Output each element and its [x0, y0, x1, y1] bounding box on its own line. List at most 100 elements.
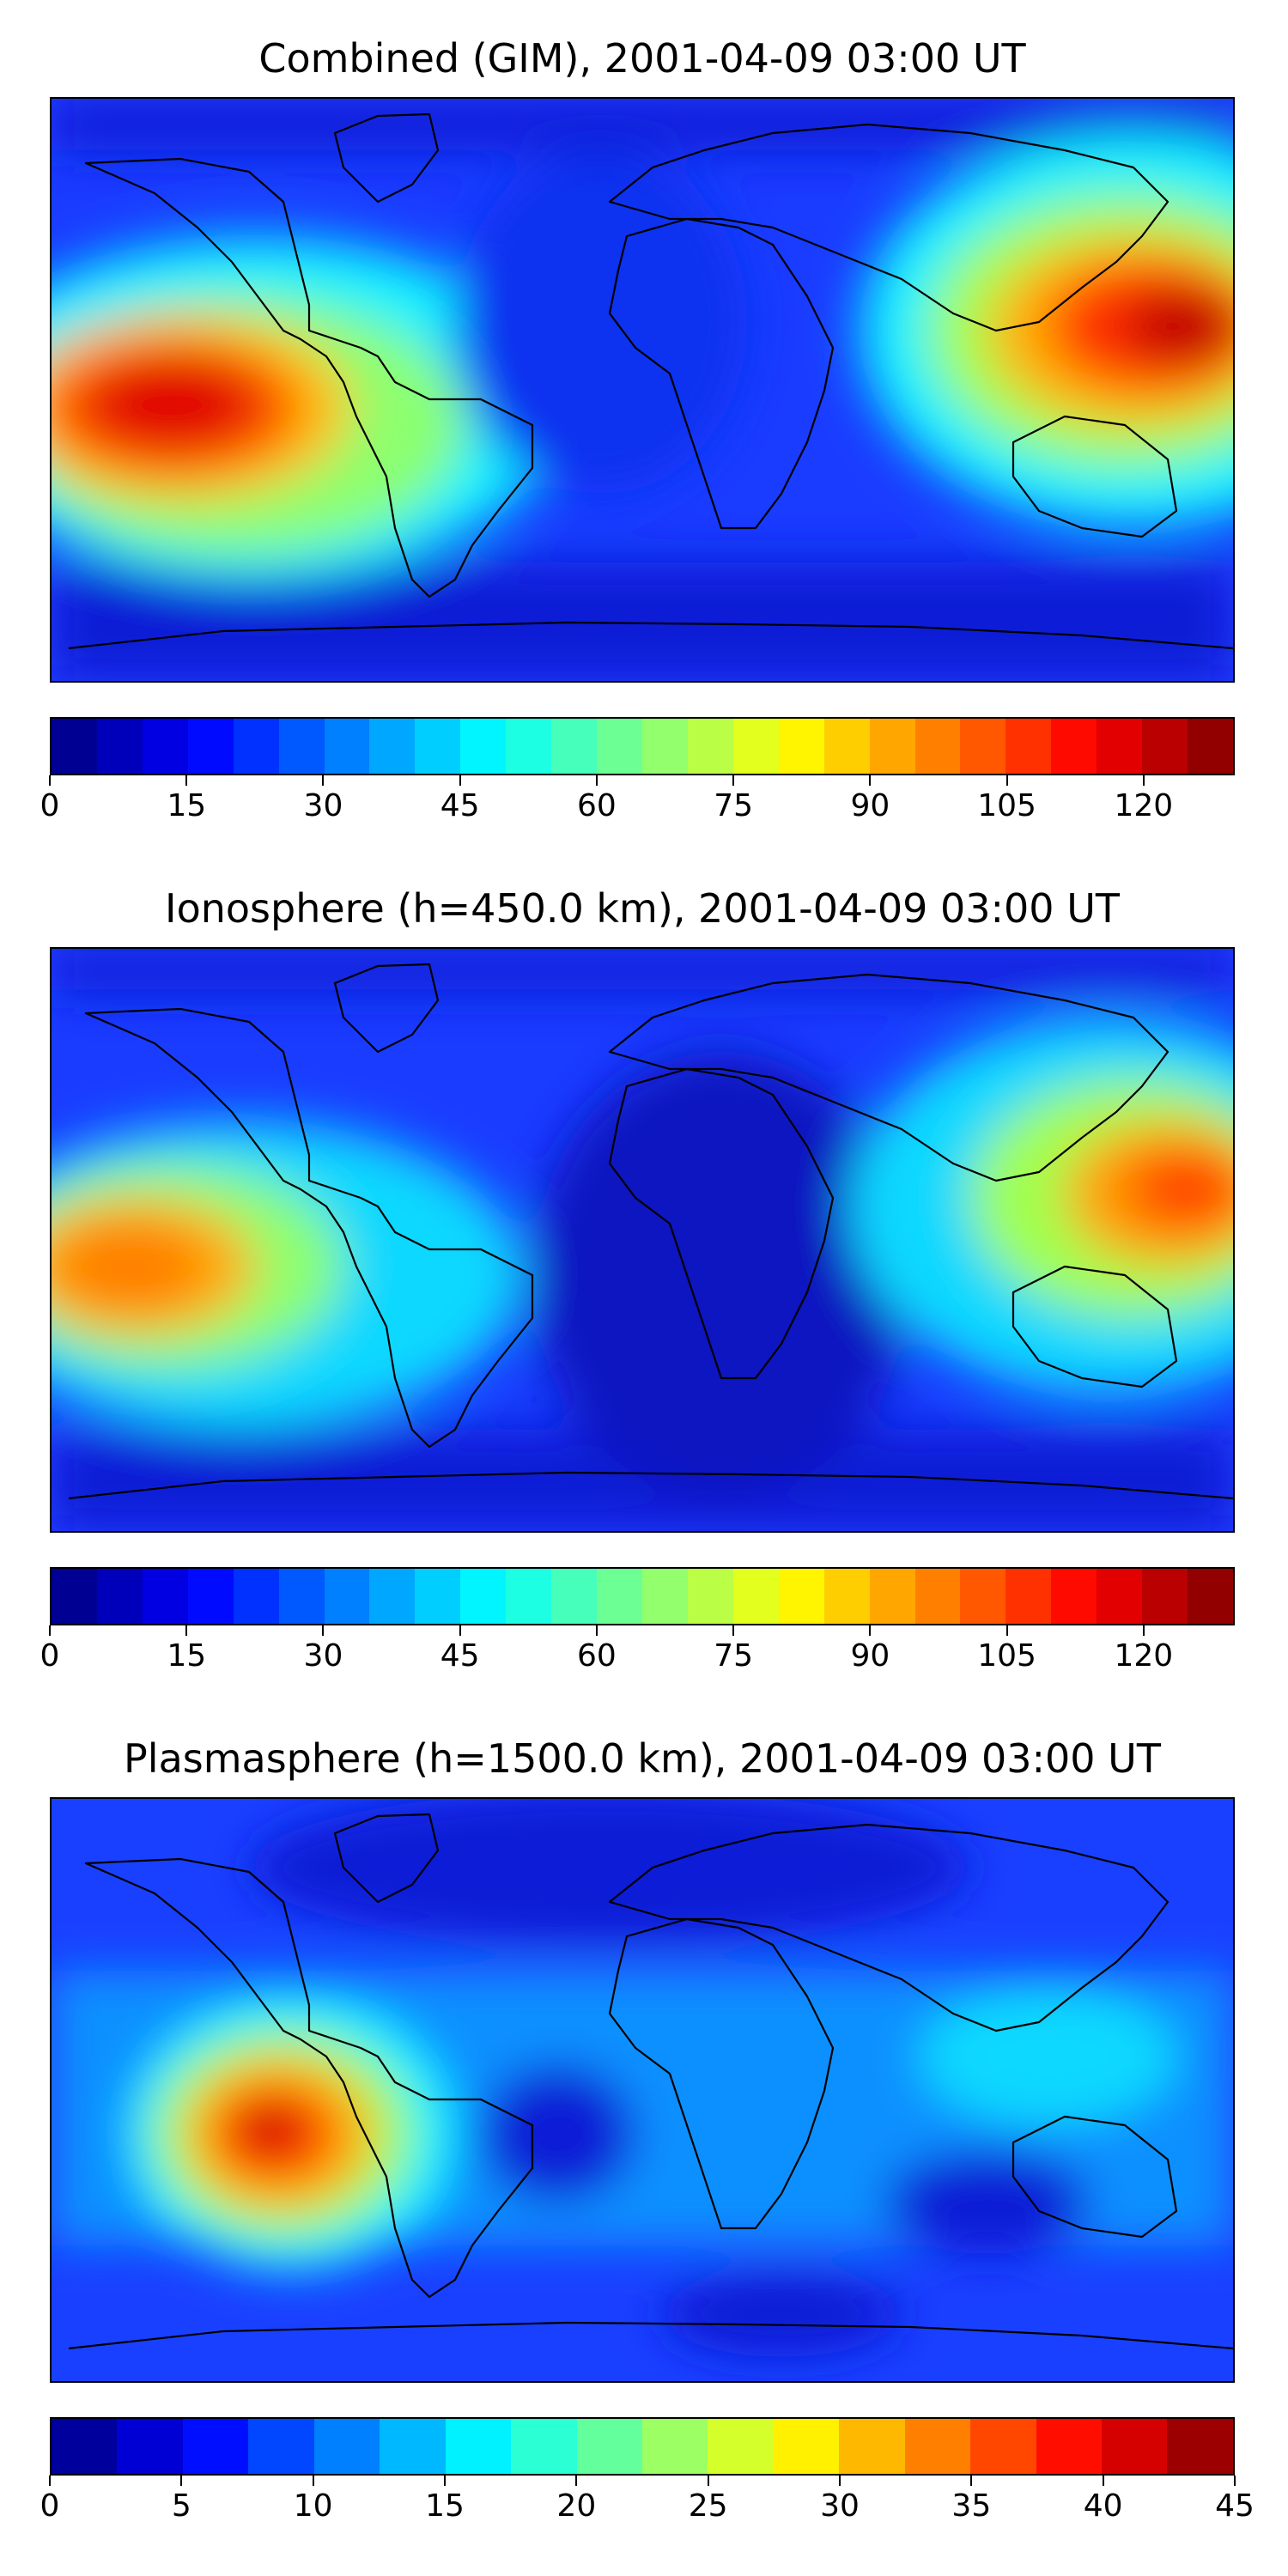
colorbar-level: [970, 2419, 1036, 2474]
colorbar-level: [278, 719, 325, 774]
colorbar-tick: [732, 775, 735, 786]
colorbar-level: [960, 1569, 1006, 1624]
panel-3-title: Plasmasphere (h=1500.0 km), 2001-04-09 0…: [124, 1735, 1161, 1782]
colorbar-level: [187, 1569, 234, 1624]
colorbar-level: [597, 1569, 642, 1624]
colorbar-level: [187, 719, 234, 774]
colorbar-tick-label: 30: [820, 2488, 860, 2524]
colorbar-tick-label: 120: [1114, 1638, 1174, 1674]
colorbar-level: [460, 719, 507, 774]
colorbar-tick: [732, 1625, 735, 1636]
colorbar-level: [1051, 1569, 1097, 1624]
colorbar-tick-label: 15: [167, 1638, 207, 1674]
colorbar-level: [869, 1569, 915, 1624]
colorbar-level: [278, 1569, 325, 1624]
panel-2-colorbar: [50, 1567, 1235, 1625]
colorbar-level: [96, 1569, 143, 1624]
colorbar-tick: [322, 775, 325, 786]
colorbar-tick: [459, 775, 461, 786]
colorbar-level: [369, 719, 416, 774]
colorbar-tick-label: 105: [977, 1638, 1036, 1674]
colorbar-tick: [707, 2476, 709, 2486]
colorbar-level: [233, 1569, 279, 1624]
colorbar-level: [551, 719, 598, 774]
colorbar-tick: [970, 2476, 973, 2486]
colorbar-level: [839, 2419, 905, 2474]
colorbar-level: [324, 719, 370, 774]
colorbar-level: [117, 2419, 183, 2474]
colorbar-tick: [49, 1625, 51, 1636]
colorbar-level: [52, 2419, 118, 2474]
colorbar-level: [506, 1569, 552, 1624]
colorbar-level: [687, 719, 733, 774]
colorbar-level: [708, 2419, 774, 2474]
colorbar-level: [96, 719, 143, 774]
colorbar-tick: [49, 775, 51, 786]
colorbar-tick: [312, 2476, 314, 2486]
colorbar-level: [1005, 719, 1052, 774]
colorbar-level: [823, 1569, 870, 1624]
colorbar-tick: [49, 2476, 51, 2486]
colorbar-level: [248, 2419, 314, 2474]
colorbar-level: [1102, 2419, 1168, 2474]
colorbar-level: [576, 2419, 642, 2474]
colorbar-tick: [180, 2476, 183, 2486]
colorbar-tick: [185, 1625, 188, 1636]
colorbar-tick: [869, 1625, 872, 1636]
colorbar-tick: [444, 2476, 446, 2486]
colorbar-tick-label: 20: [556, 2488, 597, 2524]
colorbar-tick-label: 15: [167, 788, 207, 823]
colorbar-tick-label: 0: [39, 1638, 60, 1674]
colorbar-level: [445, 2419, 512, 2474]
colorbar-level: [380, 2419, 446, 2474]
colorbar-tick: [1005, 1625, 1008, 1636]
colorbar-tick-label: 90: [850, 788, 890, 823]
panel-1-colorbar: [50, 717, 1235, 775]
colorbar-tick: [1005, 775, 1008, 786]
colorbar-tick: [595, 775, 598, 786]
colorbar-level: [369, 1569, 416, 1624]
colorbar-level: [641, 1569, 688, 1624]
colorbar-tick-label: 75: [714, 1638, 754, 1674]
colorbar-level: [52, 719, 97, 774]
colorbar-level: [914, 1569, 961, 1624]
panel-2-map: [50, 947, 1235, 1533]
colorbar-level: [597, 719, 642, 774]
colorbar-tick-label: 120: [1114, 788, 1174, 823]
colorbar-level: [960, 719, 1006, 774]
colorbar-tick-label: 40: [1083, 2488, 1123, 2524]
colorbar-tick: [595, 1625, 598, 1636]
colorbar-tick: [869, 775, 872, 786]
colorbar-level: [182, 2419, 249, 2474]
panel-3-colorbar: [50, 2417, 1235, 2476]
colorbar-level: [511, 2419, 577, 2474]
colorbar-tick: [1234, 2476, 1236, 2486]
colorbar-tick: [459, 1625, 461, 1636]
colorbar-level: [1097, 1569, 1143, 1624]
colorbar-level: [324, 1569, 370, 1624]
colorbar-tick: [575, 2476, 578, 2486]
colorbar-level: [506, 719, 552, 774]
colorbar-tick: [185, 775, 188, 786]
colorbar-level: [1036, 2419, 1102, 2474]
colorbar-level: [1051, 719, 1097, 774]
colorbar-tick-label: 5: [171, 2488, 191, 2524]
colorbar-tick: [1142, 775, 1145, 786]
colorbar-level: [415, 719, 461, 774]
colorbar-level: [778, 719, 824, 774]
colorbar-tick-label: 0: [39, 2488, 60, 2524]
panel-1-map: [50, 97, 1235, 683]
panel-3-map: [50, 1797, 1235, 2383]
colorbar-level: [914, 719, 961, 774]
colorbar-level: [551, 1569, 598, 1624]
colorbar-level: [142, 719, 188, 774]
panel-1-title: Combined (GIM), 2001-04-09 03:00 UT: [258, 35, 1026, 82]
colorbar-level: [823, 719, 870, 774]
panel-2-title: Ionosphere (h=450.0 km), 2001-04-09 03:0…: [165, 885, 1120, 932]
colorbar-level: [1188, 719, 1233, 774]
colorbar-level: [687, 1569, 733, 1624]
colorbar-tick-label: 105: [977, 788, 1036, 823]
colorbar-tick-label: 45: [440, 1638, 480, 1674]
colorbar-level: [1167, 2419, 1233, 2474]
colorbar-tick-label: 75: [714, 788, 754, 823]
